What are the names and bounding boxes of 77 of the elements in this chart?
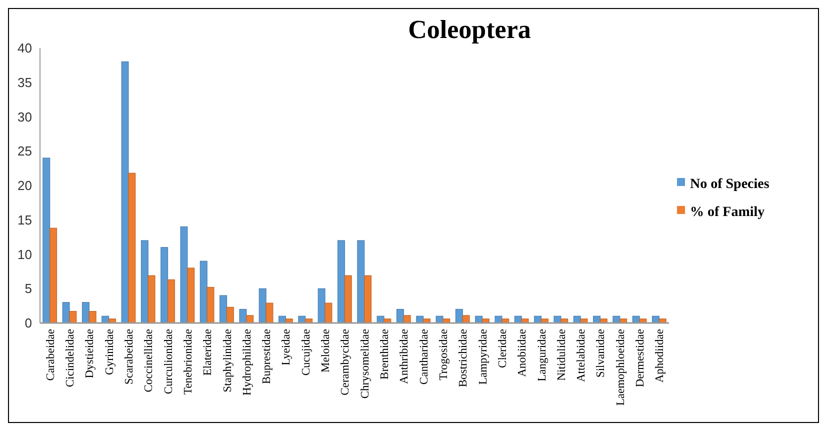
y-tick-label: 20 bbox=[18, 178, 32, 194]
y-tick-label: 10 bbox=[18, 246, 32, 262]
bar bbox=[266, 302, 274, 324]
bar bbox=[462, 315, 470, 324]
bar bbox=[226, 306, 234, 324]
x-tick-label: Curculionidae bbox=[162, 329, 175, 394]
bar bbox=[206, 286, 214, 324]
x-tick-label: Nitidulidae bbox=[556, 329, 568, 381]
bar bbox=[42, 158, 50, 324]
bar bbox=[318, 288, 326, 324]
x-tick-label: Anthribidae bbox=[398, 329, 411, 384]
bar bbox=[200, 260, 208, 324]
bar bbox=[324, 302, 332, 324]
x-tick-label: Gyrinidae bbox=[104, 329, 116, 375]
bar bbox=[220, 295, 228, 324]
bar bbox=[403, 315, 411, 324]
x-tick-label: Scarabeidae bbox=[123, 329, 136, 385]
x-tick-label: Hydrophilidae bbox=[241, 329, 254, 396]
bar bbox=[357, 240, 365, 324]
chart-title: Coleoptera bbox=[408, 15, 531, 44]
x-tick-label: Silvanidae bbox=[595, 329, 608, 378]
x-tick-label: Aphodiidae bbox=[654, 329, 666, 383]
x-tick-label: Trogosidae bbox=[438, 329, 450, 380]
x-tick-label: Buprestidae bbox=[261, 329, 274, 384]
x-tick-label: Bostrichidae bbox=[458, 329, 470, 388]
y-tick-label: 25 bbox=[18, 144, 32, 159]
bar bbox=[88, 311, 96, 324]
bar bbox=[50, 228, 58, 324]
legend-label: No of Species bbox=[690, 176, 770, 192]
y-tick-label: 15 bbox=[18, 212, 32, 228]
x-tick-label: Cleridae bbox=[496, 329, 509, 368]
x-tick-label: Languridae bbox=[536, 329, 548, 382]
x-tick-label: Laemophloeidae bbox=[614, 329, 627, 406]
bar bbox=[69, 311, 77, 324]
x-tick-label: Carabeidae bbox=[44, 329, 57, 381]
x-tick-label: Attelabidae bbox=[576, 329, 588, 382]
bar bbox=[337, 240, 345, 324]
x-tick-label: Cerambycidae bbox=[340, 329, 352, 396]
bar bbox=[580, 318, 588, 324]
x-tick-label: Cicindelidae bbox=[64, 329, 77, 388]
x-tick-label: Cucujidae bbox=[300, 329, 312, 376]
x-tick-label: Lampyridae bbox=[477, 329, 490, 385]
x-tick-label: Elateridae bbox=[202, 329, 214, 376]
bar bbox=[148, 275, 156, 324]
x-tick-label: Brenthidae bbox=[379, 329, 392, 380]
bar bbox=[160, 247, 168, 324]
bar bbox=[167, 279, 175, 324]
y-tick-label: 0 bbox=[24, 316, 32, 331]
bar bbox=[344, 275, 352, 324]
x-tick-label: Dystieidae bbox=[84, 329, 96, 378]
x-tick-label: Coccinellidae bbox=[143, 329, 156, 392]
bar bbox=[121, 61, 129, 324]
bar bbox=[62, 302, 70, 324]
bar bbox=[239, 308, 247, 324]
x-tick-label: Anobiidae bbox=[516, 329, 529, 377]
y-tick-label: 5 bbox=[24, 281, 32, 296]
bar bbox=[258, 288, 266, 324]
y-tick-label: 30 bbox=[18, 109, 32, 124]
x-tick-label: Meloidae bbox=[320, 329, 332, 372]
x-tick-label: Dermestidae bbox=[634, 329, 647, 388]
x-tick-label: Lyeidae bbox=[280, 329, 293, 366]
y-tick-label: 40 bbox=[18, 40, 32, 56]
bar bbox=[187, 268, 195, 324]
x-tick-label: Cantharidae bbox=[418, 329, 430, 385]
y-tick-label: 35 bbox=[18, 74, 32, 90]
bar bbox=[396, 308, 404, 324]
x-tick-label: Chrysomelidae bbox=[359, 329, 372, 399]
legend-label: % of Family bbox=[690, 204, 765, 220]
bar bbox=[82, 302, 90, 324]
x-tick-label: Tenebrionidae bbox=[182, 329, 194, 395]
bar bbox=[364, 275, 372, 324]
x-tick-label: Staphylinidae bbox=[222, 329, 234, 392]
bar bbox=[140, 240, 148, 324]
bar bbox=[128, 172, 136, 324]
bar bbox=[455, 308, 463, 324]
bar bbox=[246, 315, 254, 324]
bar bbox=[180, 226, 188, 324]
